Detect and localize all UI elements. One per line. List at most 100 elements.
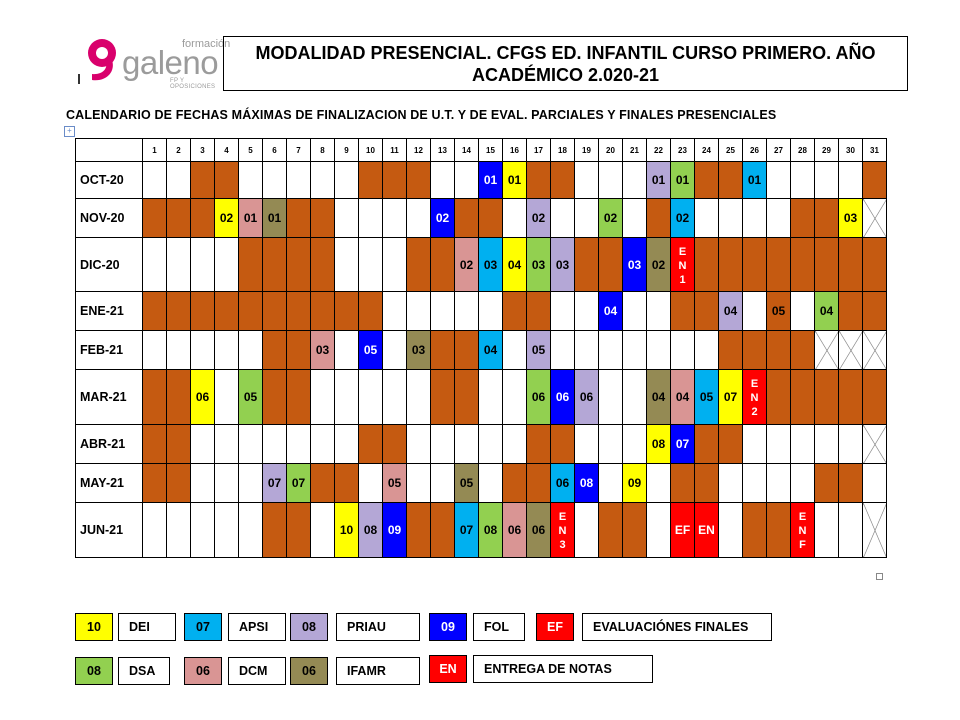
day-cell — [838, 291, 863, 331]
cell-code: 01 — [267, 211, 282, 225]
day-cell — [862, 369, 887, 425]
day-header-24: 24 — [694, 138, 719, 162]
day-cell — [238, 291, 263, 331]
marked-day-cell: 05 — [694, 369, 719, 425]
table-resize-handle[interactable] — [876, 573, 883, 580]
legend-code-swatch: EN — [429, 655, 467, 683]
day-cell — [358, 369, 383, 425]
marked-day-cell: 06 — [550, 369, 575, 425]
day-cell — [862, 161, 887, 199]
day-cell — [142, 291, 167, 331]
day-cell — [718, 502, 743, 558]
day-cell — [142, 463, 167, 503]
day-cell — [382, 198, 407, 238]
month-row: ABR-21 08 07 — [75, 424, 887, 464]
marked-day-cell: 06 — [526, 502, 551, 558]
day-cell — [790, 161, 815, 199]
day-cell — [238, 330, 263, 370]
day-cell — [742, 198, 767, 238]
marked-day-cell: 09 — [382, 502, 407, 558]
day-cell — [694, 330, 719, 370]
month-row: FEB-21 03 05 03 04 05 — [75, 330, 887, 370]
legend-name: EVALUACIÓNES FINALES — [582, 613, 772, 641]
day-cell — [502, 198, 527, 238]
day-cell — [694, 237, 719, 292]
month-label: MAY-21 — [75, 463, 143, 503]
day-cell — [694, 424, 719, 464]
marked-day-cell: 06 — [526, 369, 551, 425]
day-cell — [814, 161, 839, 199]
day-cell — [550, 291, 575, 331]
day-cell — [406, 369, 431, 425]
day-cell — [814, 369, 839, 425]
galeno-g-icon — [88, 39, 116, 81]
day-cell — [574, 198, 599, 238]
day-cell — [694, 291, 719, 331]
day-cell — [502, 424, 527, 464]
cell-code: 02 — [651, 257, 666, 272]
day-cell — [238, 161, 263, 199]
cell-code: 05 — [363, 343, 378, 357]
table-move-handle-icon[interactable]: + — [64, 126, 75, 137]
day-cell — [622, 291, 647, 331]
day-cell — [574, 291, 599, 331]
day-cell — [718, 463, 743, 503]
marked-day-cell: 03 — [550, 237, 575, 292]
marked-day-cell: 04 — [646, 369, 671, 425]
cell-code: 02 — [531, 211, 546, 225]
marked-day-cell: 07 — [454, 502, 479, 558]
day-cell — [310, 502, 335, 558]
day-cell — [598, 369, 623, 425]
day-cell — [454, 369, 479, 425]
cell-code: 06 — [555, 390, 570, 404]
marked-day-cell: 09 — [622, 463, 647, 503]
day-cell — [478, 424, 503, 464]
day-cell — [526, 291, 551, 331]
day-cell — [478, 463, 503, 503]
day-header-12: 12 — [406, 138, 431, 162]
day-cell — [598, 237, 623, 292]
day-cell — [334, 237, 359, 292]
month-label: OCT-20 — [75, 161, 143, 199]
marked-day-cell: 02 — [454, 237, 479, 292]
day-cell — [214, 291, 239, 331]
day-cell — [262, 237, 287, 292]
day-cell — [214, 330, 239, 370]
day-cell — [238, 424, 263, 464]
marked-day-cell: 01 — [502, 161, 527, 199]
day-header-5: 5 — [238, 138, 263, 162]
legend-code-swatch: 09 — [429, 613, 467, 641]
day-cell — [598, 463, 623, 503]
day-cell — [286, 291, 311, 331]
marked-day-cell: 01 — [238, 198, 263, 238]
day-cell — [742, 502, 767, 558]
day-cell — [166, 424, 191, 464]
day-cell — [262, 424, 287, 464]
day-cell — [430, 502, 455, 558]
legend-code-swatch: 08 — [290, 613, 328, 641]
day-cell — [166, 502, 191, 558]
month-label: ABR-21 — [75, 424, 143, 464]
marked-day-cell: 08 — [646, 424, 671, 464]
invalid-day-cell — [862, 198, 887, 238]
marked-day-cell: 03 — [310, 330, 335, 370]
day-cell — [862, 237, 887, 292]
cell-code: 07 — [675, 437, 690, 451]
cell-code: 04 — [507, 257, 522, 272]
day-cell — [382, 424, 407, 464]
cell-code: 04 — [675, 390, 690, 404]
cell-code: 02 — [675, 211, 690, 225]
day-cell — [790, 198, 815, 238]
cell-code: 07 — [459, 523, 474, 537]
day-cell — [526, 463, 551, 503]
day-cell — [262, 330, 287, 370]
marked-day-cell: 06 — [190, 369, 215, 425]
marked-day-cell: 05 — [454, 463, 479, 503]
cell-code: 02 — [603, 211, 618, 225]
marked-day-cell: 04 — [718, 291, 743, 331]
day-cell — [358, 161, 383, 199]
day-cell — [334, 198, 359, 238]
day-cell — [310, 424, 335, 464]
day-cell — [598, 502, 623, 558]
